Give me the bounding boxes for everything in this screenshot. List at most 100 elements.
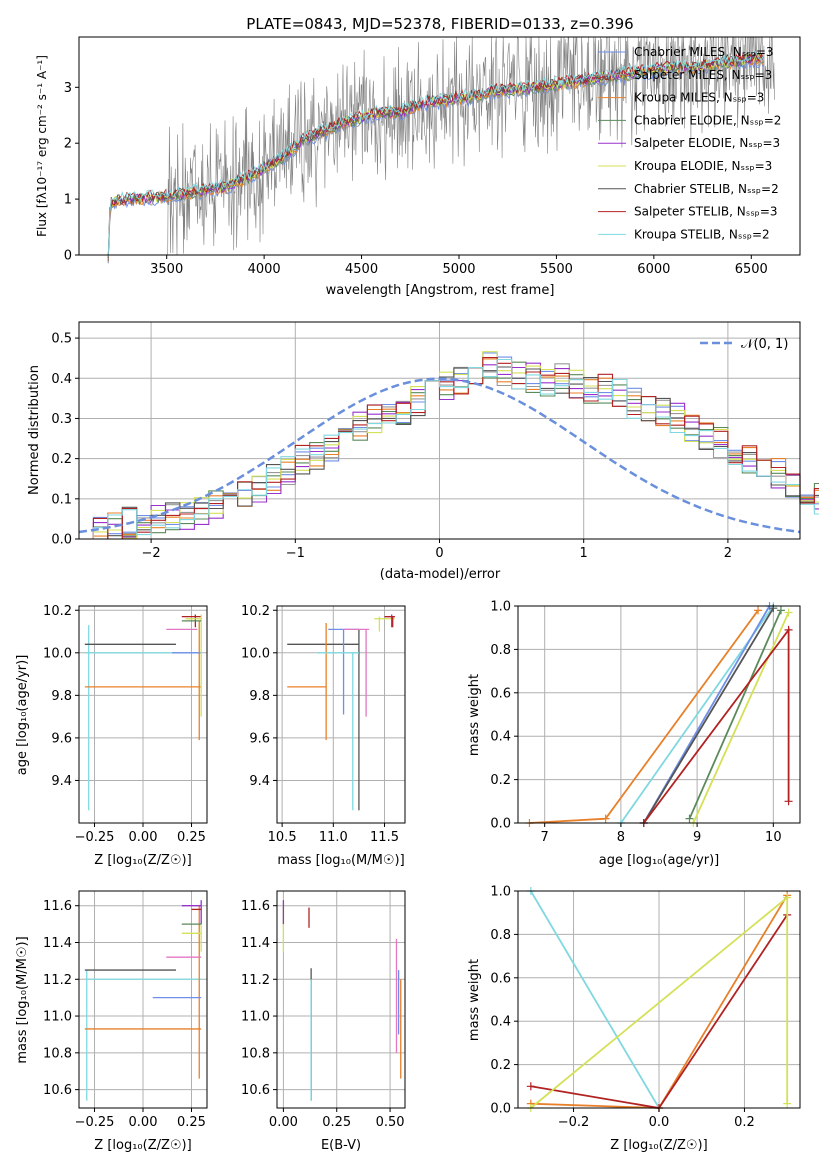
tick-label-x: −0.25: [75, 1115, 115, 1130]
age-vs-mass-panel: 10.5 11.0 11.5 9.4 9.6 9.8 10.0 10.2 mass [log₁…: [241, 604, 406, 868]
legend-label: Kroupa ELODIE, Nₛₛₚ=3: [634, 159, 772, 173]
tick-label-x: 8: [617, 830, 625, 845]
residuals-panel: −2 −1 0 1 2 0.0 0.1 0.2 0.3 0.4 0.5 (data-model)/e…: [27, 321, 819, 582]
spectrum-xlabel: wavelength [Angstrom, rest frame]: [326, 283, 555, 298]
tick-label-x: 6500: [735, 262, 768, 277]
age-z-ylabel: age [log₁₀(age/yr)]: [15, 655, 30, 776]
legend-label: Salpeter STELIB, Nₛₛₚ=3: [634, 205, 778, 219]
tick-label-x: −2: [142, 546, 161, 561]
mass-ebv-xlabel: E(B-V): [321, 1138, 361, 1153]
mw-age-ylabel: mass weight: [467, 674, 482, 756]
legend-label: Salpeter MILES, Nₛₛₚ=3: [634, 68, 772, 82]
cumulative-line-5: [692, 612, 790, 824]
mass-z-ylabel: mass [log₁₀(M/M☉)]: [15, 936, 30, 1063]
tick-label-x: 9: [693, 830, 701, 845]
tick-label-x: 5000: [442, 262, 475, 277]
tick-label-x: 5500: [540, 262, 573, 277]
tick-label-y: 11.4: [241, 936, 270, 951]
mw-z-xlabel: Z [log₁₀(Z/Z☉)]: [610, 1138, 707, 1153]
tick-label-y: 0.1: [51, 492, 72, 507]
tick-label-x: −0.25: [75, 830, 115, 845]
tick-label-y: 0.0: [490, 817, 511, 832]
tick-label-y: 11.2: [43, 973, 72, 988]
mass-z-xlabel: Z [log₁₀(Z/Z☉)]: [94, 1138, 191, 1153]
tick-label-y: 10.8: [241, 1046, 270, 1061]
tick-label-x: 0: [435, 546, 443, 561]
tick-label-x: 0.00: [269, 1115, 298, 1130]
tick-label-x: 0.50: [376, 1115, 405, 1130]
spectrum-ylabel: Flux [fλ10⁻¹⁷ erg cm⁻² s⁻¹ A⁻¹]: [35, 55, 49, 237]
tick-label-y: 0.6: [490, 686, 511, 701]
legend-label: Chabrier ELODIE, Nₛₛₚ=2: [634, 113, 781, 127]
tick-label-y: 9.4: [249, 774, 270, 789]
tick-label-y: 11.0: [43, 1010, 72, 1025]
tick-label-x: 6000: [637, 262, 670, 277]
tick-label-y: 1: [64, 193, 72, 208]
cumulative-marker: [784, 797, 793, 806]
mw-age-xlabel: age [log₁₀(age/yr)]: [599, 853, 720, 868]
tick-label-x: 0.00: [129, 1115, 158, 1130]
tick-label-y: 1.0: [490, 600, 511, 615]
tick-label-y: 0.0: [490, 1102, 511, 1117]
legend-label: Salpeter ELODIE, Nₛₛₚ=3: [634, 136, 780, 150]
tick-label-y: 0.0: [51, 533, 72, 548]
tick-label-x: −1: [286, 546, 305, 561]
tick-label-y: 3: [64, 81, 72, 96]
tick-label-x: 2: [724, 546, 732, 561]
tick-label-x: 0.0: [649, 1115, 670, 1130]
tick-label-y: 11.2: [241, 973, 270, 988]
model-spectrum-7: [107, 51, 764, 258]
tick-label-y: 9.8: [51, 689, 72, 704]
cumulative-marker: [784, 625, 793, 634]
tick-label-y: 2: [64, 137, 72, 152]
mass-weight-z-panel: −0.2 0.0 0.2 0.0 0.2 0.4 0.6 0.8 1.0 Z [log₁₀(Z/…: [467, 885, 801, 1153]
tick-label-y: 0.2: [490, 1058, 511, 1073]
mass-vs-ebv-panel: 0.00 0.25 0.50 10.6 10.8 11.0 11.2 11.4 11.6 E(B…: [241, 890, 406, 1153]
tick-label-x: 0.25: [322, 1115, 351, 1130]
cumulative-marker: [601, 814, 610, 823]
spectrum-panel: 3500 4000 4500 5000 5500 6000 6500 0 1 2 3 wavelen…: [35, 36, 801, 298]
mw-z-ylabel: mass weight: [467, 959, 482, 1041]
tick-label-y: 10.8: [43, 1046, 72, 1061]
tick-label-x: 10.5: [268, 830, 297, 845]
tick-label-y: 10.6: [241, 1083, 270, 1098]
residuals-ylabel: Normed distribution: [27, 365, 42, 495]
tick-label-y: 9.4: [51, 774, 72, 789]
tick-label-x: 4500: [345, 262, 378, 277]
model-spectrum-6: [107, 51, 764, 259]
tick-label-y: 0.8: [490, 643, 511, 658]
tick-label-x: 0.25: [177, 1115, 206, 1130]
tick-label-y: 11.6: [241, 899, 270, 914]
tick-label-y: 9.6: [51, 731, 72, 746]
tick-label-x: 11.0: [319, 830, 348, 845]
residuals-legend: 𝒩(0, 1): [700, 337, 788, 352]
tick-label-x: 0.2: [734, 1115, 755, 1130]
tick-label-y: 10.6: [43, 1083, 72, 1098]
cumulative-line-3: [643, 607, 775, 824]
figure-title: PLATE=0843, MJD=52378, FIBERID=0133, z=0…: [246, 15, 633, 33]
tick-label-x: 1: [580, 546, 588, 561]
age-z-xlabel: Z [log₁₀(Z/Z☉)]: [94, 853, 191, 868]
tick-label-x: 10: [765, 830, 782, 845]
tick-label-y: 0.8: [490, 928, 511, 943]
tick-label-y: 10.2: [43, 604, 72, 619]
tick-label-y: 0.2: [490, 773, 511, 788]
tick-label-y: 0.3: [51, 412, 72, 427]
residuals-legend-label: 𝒩(0, 1): [741, 337, 788, 352]
cumulative-marker: [526, 1082, 535, 1091]
cumulative-line-6: [643, 627, 790, 824]
cumulative-marker: [685, 814, 694, 823]
cumulative-marker: [776, 606, 785, 615]
residuals-xlabel: (data-model)/error: [380, 567, 501, 582]
tick-label-x: 4000: [248, 262, 281, 277]
tick-label-y: 10.0: [43, 646, 72, 661]
tick-label-y: 10.2: [241, 604, 270, 619]
tick-label-y: 10.0: [241, 646, 270, 661]
spectrum-legend: Chabrier MILES, Nₛₛₚ=3 Salpeter MILES, Nₛ…: [598, 45, 781, 241]
tick-label-y: 0: [64, 249, 72, 264]
tick-label-y: 0.4: [490, 730, 511, 745]
tick-label-y: 11.4: [43, 936, 72, 951]
cumulative-line-4: [688, 609, 782, 820]
tick-label-y: 0.5: [51, 332, 72, 347]
